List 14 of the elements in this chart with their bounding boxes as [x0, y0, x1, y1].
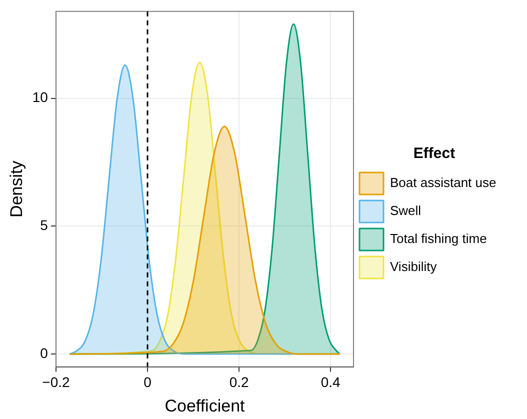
y-tick-label: 5: [40, 217, 48, 234]
y-tick-label: 10: [32, 89, 48, 106]
x-axis-title: Coefficient: [164, 396, 246, 416]
legend-label: Visibility: [390, 259, 438, 274]
y-tick-label: 0: [40, 344, 48, 361]
x-tick-label: −0.2: [42, 374, 70, 390]
legend-label: Total fishing time: [390, 231, 487, 246]
legend-title: Effect: [413, 145, 456, 162]
x-tick-label: 0: [144, 374, 152, 390]
x-tick-label: 0.2: [229, 374, 250, 390]
legend-label: Swell: [390, 203, 422, 218]
y-axis-title: Density: [6, 160, 26, 218]
x-tick-label: 0.4: [320, 374, 341, 390]
legend-label: Boat assistant use: [390, 175, 496, 190]
